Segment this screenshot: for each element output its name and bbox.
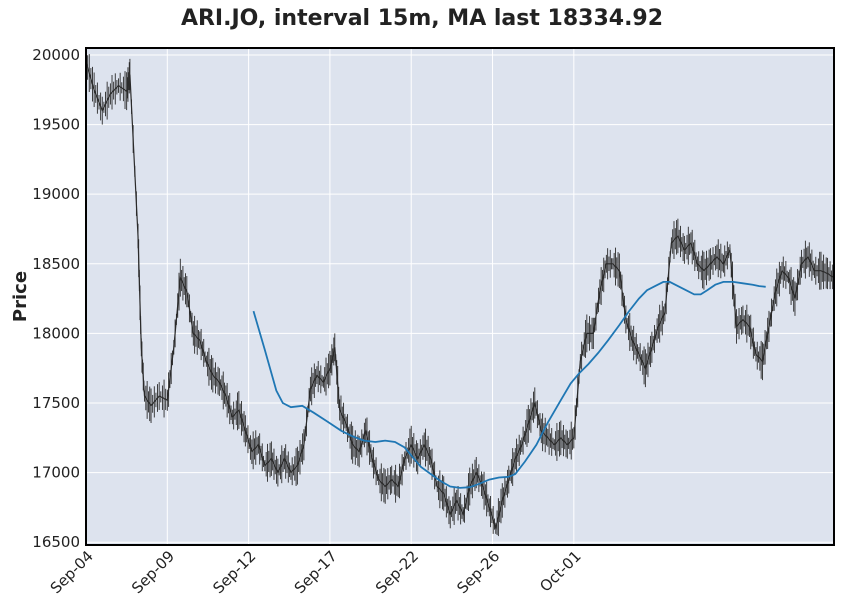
x-tick-label: Sep-26	[453, 547, 503, 597]
x-tick-label: Sep-22	[372, 547, 422, 597]
x-tick-label: Sep-04	[47, 547, 97, 597]
chart-title: ARI.JO, interval 15m, MA last 18334.92	[180, 6, 664, 31]
plot-background	[86, 48, 834, 545]
y-tick-label: 16500	[32, 533, 80, 551]
moving-average-group	[252, 281, 766, 489]
y-axis-label: Price	[10, 271, 31, 322]
y-tick-label: 20000	[32, 46, 80, 64]
moving-average-line	[252, 281, 766, 489]
x-axis-ticks: Sep-04 Sep-09 Sep-12 Sep-17 Sep-22 Sep-26 Oct-…	[47, 547, 585, 597]
x-tick-label: Sep-12	[209, 547, 259, 597]
y-tick-label: 19000	[32, 185, 80, 203]
x-tick-label: Oct-01	[536, 547, 584, 595]
price-series-group	[85, 54, 835, 537]
y-tick-label: 18500	[32, 255, 80, 273]
y-tick-label: 17000	[32, 464, 80, 482]
y-tick-label: 18000	[32, 324, 80, 342]
x-tick-label: Sep-17	[291, 547, 341, 597]
x-tick-label: Sep-09	[128, 547, 178, 597]
y-axis-ticks: 16500 17000 17500 18000 18500 19000 19500 20000	[32, 46, 80, 551]
y-tick-label: 19500	[32, 116, 80, 134]
y-tick-label: 17500	[32, 394, 80, 412]
plot-frame	[85, 47, 835, 546]
